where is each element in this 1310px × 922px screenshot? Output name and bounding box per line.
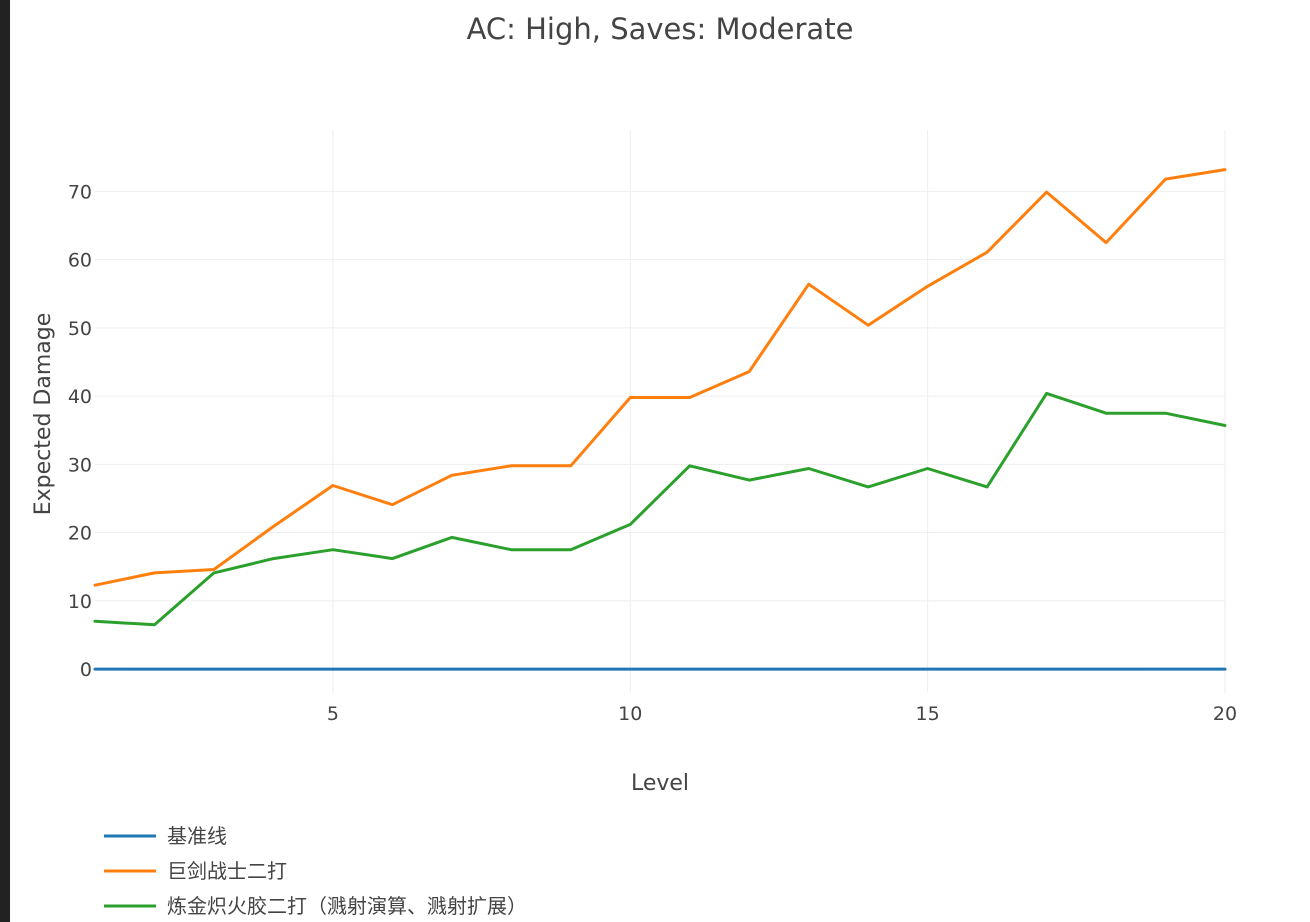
- y-tick-label: 70: [68, 181, 92, 203]
- y-tick-label: 0: [80, 659, 92, 681]
- y-tick-label: 60: [68, 250, 92, 272]
- y-tick-labels: 0 10 20 30 40 50 60 70: [68, 181, 92, 681]
- y-tick-label: 10: [68, 591, 92, 613]
- x-tick-labels: 5 10 15 20: [327, 703, 1237, 725]
- y-tick-label: 40: [68, 386, 92, 408]
- x-tick-label: 5: [327, 703, 339, 725]
- chart-title: AC: High, Saves: Moderate: [467, 12, 854, 46]
- y-tick-label: 30: [68, 454, 92, 476]
- x-tick-label: 15: [916, 703, 940, 725]
- grid-layer: [95, 130, 1226, 693]
- legend-label-3: 炼金炽火胶二打（溅射演算、溅射扩展）: [167, 894, 527, 918]
- series-layer: [93, 168, 1227, 671]
- y-tick-label: 50: [68, 318, 92, 340]
- y-axis-label: Expected Damage: [31, 313, 56, 515]
- x-axis-label: Level: [631, 771, 689, 796]
- series-line-3: [93, 391, 1227, 627]
- x-tick-label: 10: [618, 703, 642, 725]
- window-edge: [0, 0, 10, 922]
- y-tick-label: 20: [68, 523, 92, 545]
- series-line-2: [93, 168, 1227, 587]
- legend-label-1: 基准线: [167, 824, 227, 848]
- x-tick-label: 20: [1213, 703, 1237, 725]
- legend-label-2: 巨剑战士二打: [167, 859, 287, 883]
